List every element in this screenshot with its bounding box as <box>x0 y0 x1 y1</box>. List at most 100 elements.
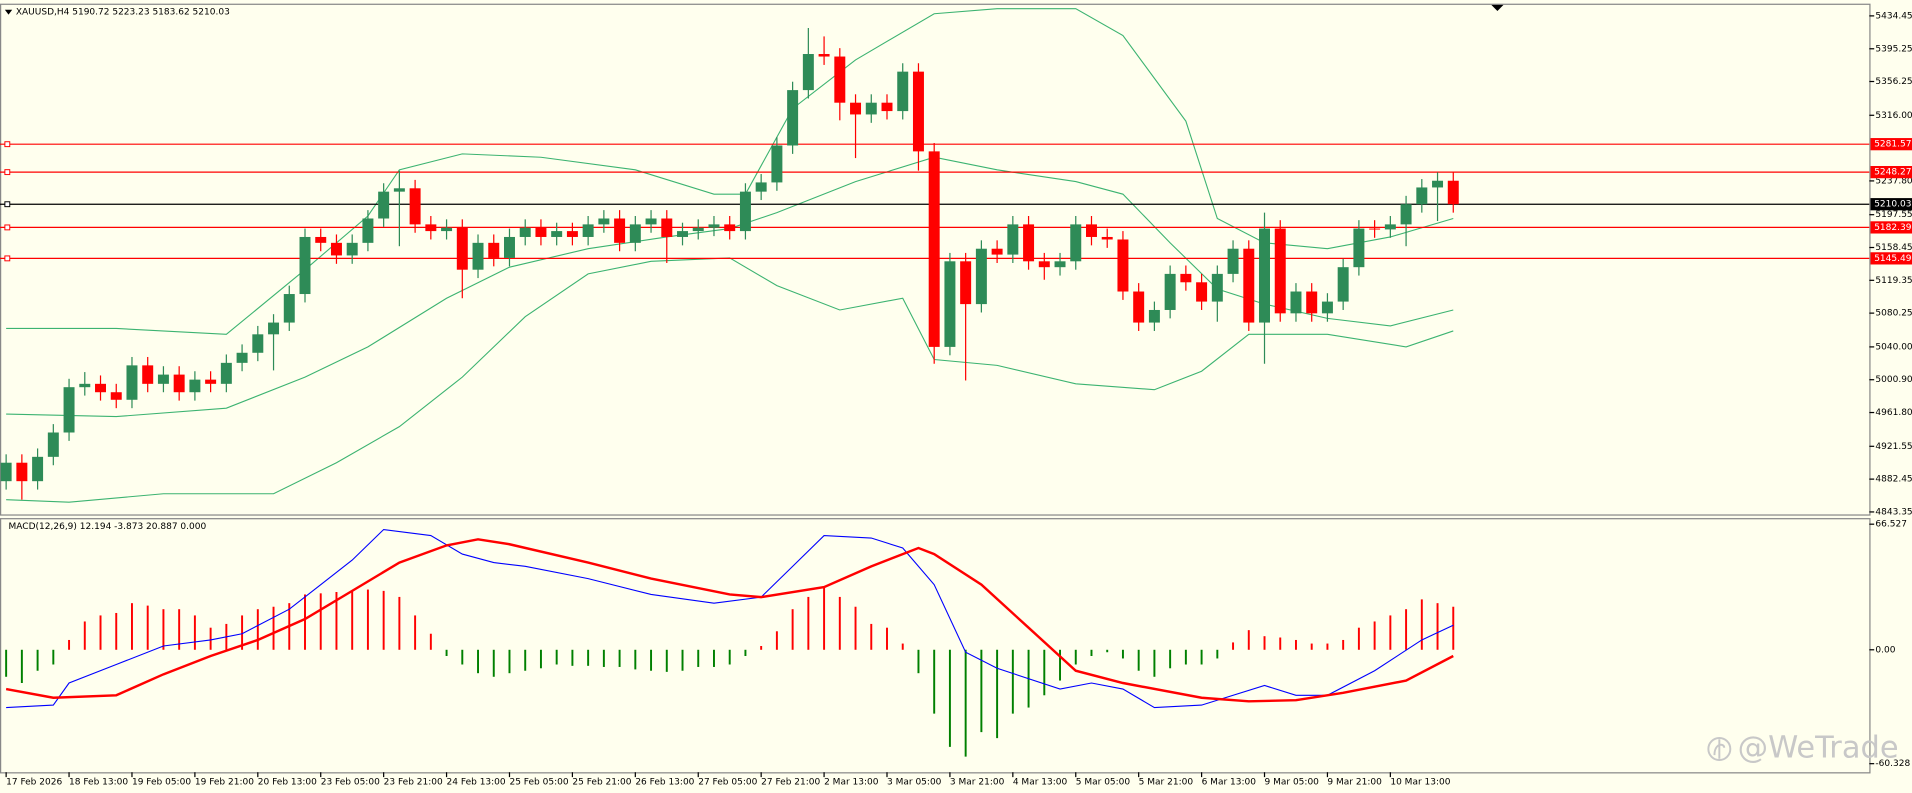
x-tick-label: 20 Feb 13:00 <box>258 777 317 787</box>
level-handle <box>4 169 11 176</box>
candle-body <box>16 462 28 482</box>
candle-body <box>362 218 374 243</box>
level-label-box <box>1870 221 1912 234</box>
x-tick-label: 27 Feb 21:00 <box>761 777 820 787</box>
candle-body <box>834 56 846 103</box>
y-tick-label: 5080.25 <box>1875 309 1912 319</box>
candle-body <box>236 352 248 363</box>
level-label: 5145.49 <box>1874 254 1912 264</box>
x-tick-label: 19 Feb 05:00 <box>132 777 191 787</box>
x-tick-label: 3 Mar 21:00 <box>950 777 1005 787</box>
candle-body <box>47 432 59 457</box>
candle-body <box>472 242 484 270</box>
y-tick-label: 5000.90 <box>1875 375 1912 385</box>
level-handle <box>4 141 11 148</box>
level-handle <box>4 224 11 231</box>
x-tick-label: 27 Feb 05:00 <box>698 777 757 787</box>
watermark: @WeTrade <box>1738 730 1899 765</box>
candle-body <box>944 261 956 347</box>
x-tick-label: 6 Mar 13:00 <box>1202 777 1257 787</box>
candle-body <box>1117 239 1129 292</box>
candle-body <box>1447 180 1459 205</box>
candle-body <box>1101 236 1113 240</box>
price-pane <box>0 3 1871 516</box>
y-tick-label: 5040.00 <box>1875 342 1912 352</box>
x-tick-label: 23 Feb 05:00 <box>321 777 380 787</box>
candle-body <box>32 456 44 482</box>
candle-body <box>1290 291 1302 314</box>
candle-body <box>315 236 327 243</box>
candle-body <box>252 334 264 353</box>
candle-body <box>818 54 830 57</box>
candle-body <box>1306 291 1318 314</box>
candle-body <box>1369 228 1381 230</box>
level-label-box <box>1870 138 1912 151</box>
x-tick-label: 9 Mar 05:00 <box>1265 777 1320 787</box>
candle-body <box>897 71 909 112</box>
candle-body <box>409 188 421 225</box>
candle-body <box>1180 273 1192 283</box>
candle-body <box>299 236 311 295</box>
candle-body <box>95 383 107 393</box>
candle-body <box>1353 228 1365 268</box>
y-tick-label: 5356.25 <box>1875 77 1912 87</box>
candle-body <box>928 151 940 347</box>
x-tick-label: 18 Feb 13:00 <box>69 777 128 787</box>
candle-body <box>1148 309 1160 323</box>
candle-body <box>677 231 689 237</box>
candle-body <box>645 218 657 225</box>
candle-body <box>755 182 767 192</box>
candle-body <box>441 227 453 232</box>
y-tick-label: 5158.45 <box>1875 243 1912 253</box>
candle-body <box>173 374 185 393</box>
candle-body <box>1227 248 1239 274</box>
candle-body <box>1196 282 1208 302</box>
x-tick-label: 25 Feb 21:00 <box>572 777 631 787</box>
shift-marker[interactable] <box>1491 4 1504 11</box>
candle-body <box>268 322 280 335</box>
candle-body <box>1274 228 1286 314</box>
candle-body <box>1337 267 1349 302</box>
candle-body <box>142 365 154 384</box>
y-tick-label: 5316.00 <box>1875 111 1912 121</box>
candle-body <box>126 365 138 400</box>
y-tick-label: -60.328 <box>1875 759 1910 769</box>
candle-body <box>205 379 217 384</box>
x-tick-label: 4 Mar 13:00 <box>1013 777 1068 787</box>
candle-body <box>425 224 437 232</box>
candle-body <box>975 248 987 305</box>
pane-menu-arrow[interactable] <box>4 9 13 15</box>
indicator-line <box>6 257 1454 503</box>
x-tick-label: 17 Feb 2026 <box>6 777 62 787</box>
level-handle <box>4 201 11 208</box>
candle-body <box>1133 291 1145 323</box>
candle-body <box>330 242 342 256</box>
y-tick-label: 5237.80 <box>1875 176 1912 186</box>
candle-body <box>1321 301 1333 314</box>
candle-body <box>850 102 862 115</box>
candle-body <box>1070 224 1082 262</box>
x-tick-label: 9 Mar 21:00 <box>1327 777 1382 787</box>
candle-body <box>1211 273 1223 302</box>
x-tick-label: 25 Feb 05:00 <box>509 777 568 787</box>
candle-body <box>283 294 295 323</box>
candle-body <box>519 227 531 237</box>
indicator-line <box>6 156 1454 418</box>
x-tick-label: 23 Feb 21:00 <box>384 777 443 787</box>
candle-body <box>1085 224 1097 237</box>
candle-body <box>1007 224 1019 255</box>
indicator-line <box>5 538 1454 703</box>
candle-body <box>79 383 91 388</box>
candle-body <box>1432 180 1444 188</box>
candle-body <box>566 231 578 237</box>
candle-body <box>488 242 500 258</box>
y-tick-label: 4882.45 <box>1875 475 1912 485</box>
y-tick-label: 5197.55 <box>1875 210 1912 220</box>
candle-body <box>1243 248 1255 323</box>
x-tick-label: 3 Mar 05:00 <box>887 777 942 787</box>
candle-body <box>1416 187 1428 205</box>
x-tick-label: 2 Mar 13:00 <box>824 777 879 787</box>
candle-body <box>503 236 515 258</box>
candle-body <box>1164 273 1176 310</box>
level-label: 5248.27 <box>1874 168 1911 178</box>
